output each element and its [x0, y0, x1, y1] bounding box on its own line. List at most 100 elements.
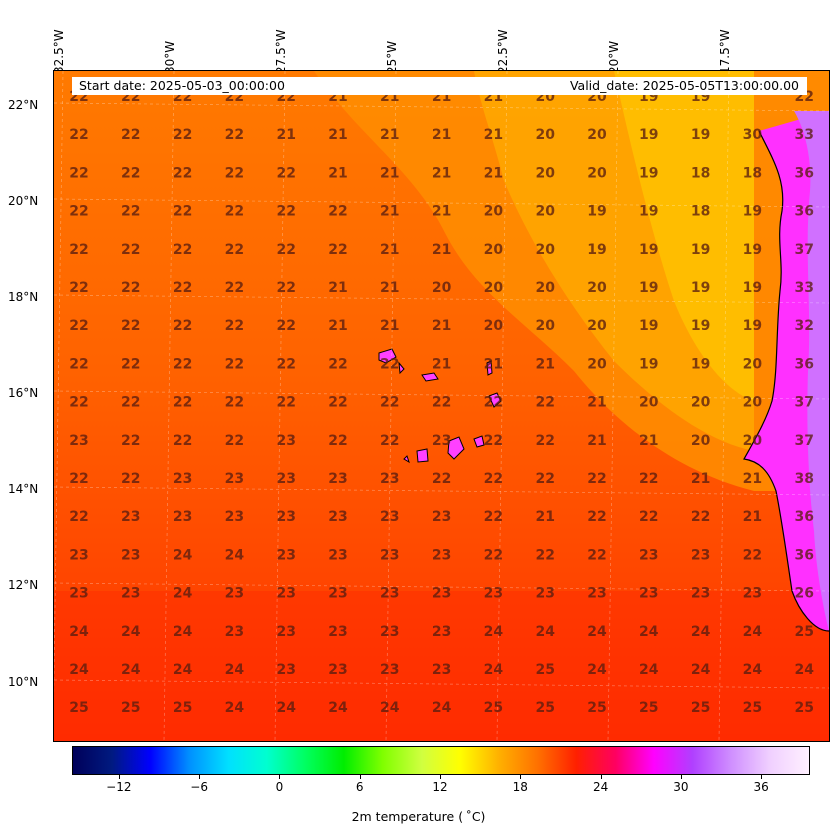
- colorbar: [72, 746, 810, 775]
- temperature-value: 21: [380, 204, 399, 220]
- temperature-value: 21: [484, 356, 503, 372]
- temperature-value: 24: [691, 624, 711, 640]
- temperature-value: 23: [380, 509, 399, 525]
- temperature-value: 23: [328, 586, 347, 602]
- temperature-value: 22: [535, 395, 554, 411]
- temperature-value: 22: [69, 318, 88, 334]
- colorbar-tick-label: 24: [592, 780, 609, 794]
- temperature-value: 25: [639, 700, 658, 716]
- meridian-line: [607, 71, 619, 741]
- temperature-value: 20: [743, 395, 763, 411]
- temperature-value: 25: [587, 700, 606, 716]
- temperature-value: 23: [276, 624, 295, 640]
- colorbar-tick-label: 30: [673, 780, 689, 794]
- temperature-value: 23: [328, 662, 347, 678]
- temperature-value: 21: [380, 318, 399, 334]
- temperature-value: 25: [121, 700, 140, 716]
- temperature-value: 21: [432, 165, 451, 181]
- temperature-value: 23: [276, 662, 295, 678]
- temperature-value: 36: [794, 356, 813, 372]
- colorbar-tick: [199, 774, 201, 779]
- temperature-value: 19: [639, 242, 658, 258]
- temperature-value: 20: [587, 165, 607, 181]
- temperature-value: 19: [691, 318, 710, 334]
- temperature-value: 18: [691, 204, 710, 220]
- temperature-value: 22: [276, 204, 295, 220]
- graticule: [54, 71, 829, 741]
- map-canvas: 22 22 22 22 22 21 21 21 21 20 20 19 19 22 22 22 22 22 21 21…: [54, 71, 829, 741]
- temperature-value: 23: [225, 471, 244, 487]
- temperature-value: 22: [121, 356, 140, 372]
- temperature-value: 24: [225, 700, 245, 716]
- temperature-map: 22 22 22 22 22 21 21 21 21 20 20 19 19 22 22 22 22 22 21 21…: [53, 70, 830, 742]
- temperature-value: 21: [328, 165, 347, 181]
- temperature-value: 19: [691, 280, 710, 296]
- temperature-value: 19: [639, 204, 658, 220]
- temperature-value: 22: [276, 242, 295, 258]
- temperature-value: 22: [432, 471, 451, 487]
- temperature-value: 23: [432, 662, 451, 678]
- temperature-value: 19: [743, 242, 762, 258]
- latitude-label: 12°N: [8, 578, 39, 592]
- colorbar-tick: [359, 774, 361, 779]
- temperature-value: 20: [535, 127, 555, 143]
- colorbar-tick-label: 36: [753, 780, 769, 794]
- colorbar-tick-label: −6: [190, 780, 208, 794]
- temperature-value: 19: [639, 356, 658, 372]
- colorbar-tick: [279, 774, 281, 779]
- temperature-value: 23: [380, 547, 399, 563]
- red-temperature-zone: [54, 591, 829, 741]
- temperature-value: 24: [743, 624, 763, 640]
- colorbar-tick: [680, 774, 682, 779]
- temperature-value: 20: [587, 127, 607, 143]
- temperature-value: 22: [328, 204, 347, 220]
- temperature-value: 38: [794, 471, 813, 487]
- valid-date-label: Valid_date: 2025-05-05T13:00:00.00: [569, 78, 799, 93]
- temperature-value: 23: [691, 586, 710, 602]
- colorbar-tick-label: 0: [275, 780, 284, 794]
- temperature-value: 24: [639, 662, 659, 678]
- temperature-value: 19: [743, 280, 762, 296]
- temperature-value: 22: [276, 395, 295, 411]
- temperature-value: 22: [535, 471, 554, 487]
- temperature-value: 23: [691, 547, 710, 563]
- temperature-value: 23: [328, 624, 347, 640]
- temperature-value: 20: [587, 280, 607, 296]
- temperature-value: 22: [276, 165, 295, 181]
- temperature-value: 24: [380, 700, 400, 716]
- temperature-value: 19: [743, 318, 762, 334]
- temperature-value: 20: [535, 165, 555, 181]
- temperature-value: 22: [587, 547, 606, 563]
- temperature-value: 25: [69, 700, 88, 716]
- temperature-value: 22: [225, 280, 244, 296]
- temperature-value: 36: [794, 204, 813, 220]
- temperature-value: 22: [121, 433, 140, 449]
- temperature-value: 21: [380, 127, 399, 143]
- temperature-value: 22: [69, 165, 88, 181]
- temperature-value: 20: [484, 242, 504, 258]
- longitude-label: 17.5°W: [718, 29, 732, 74]
- temperature-value: 22: [173, 165, 192, 181]
- temperature-value: 22: [121, 204, 140, 220]
- temperature-value: 24: [328, 700, 348, 716]
- temperature-value: 21: [380, 165, 399, 181]
- temperature-value: 24: [69, 662, 89, 678]
- temperature-value: 22: [69, 471, 88, 487]
- temperature-value: 22: [69, 280, 88, 296]
- temperature-value: 21: [484, 127, 503, 143]
- temperature-value: 21: [432, 356, 451, 372]
- latitude-label: 10°N: [8, 675, 39, 689]
- temperature-value: 22: [225, 318, 244, 334]
- temperature-value: 25: [535, 700, 554, 716]
- temperature-value: 24: [276, 700, 296, 716]
- temperature-value: 23: [432, 624, 451, 640]
- temperature-value: 22: [173, 433, 192, 449]
- temperature-value: 24: [121, 624, 141, 640]
- start-date-label: Start date: 2025-05-03_00:00:00: [79, 78, 285, 93]
- temperature-value: 30: [743, 127, 763, 143]
- temperature-value: 24: [121, 662, 141, 678]
- temperature-value: 22: [69, 356, 88, 372]
- temperature-value: 23: [484, 586, 503, 602]
- temperature-value: 22: [69, 242, 88, 258]
- temperature-value: 23: [173, 471, 192, 487]
